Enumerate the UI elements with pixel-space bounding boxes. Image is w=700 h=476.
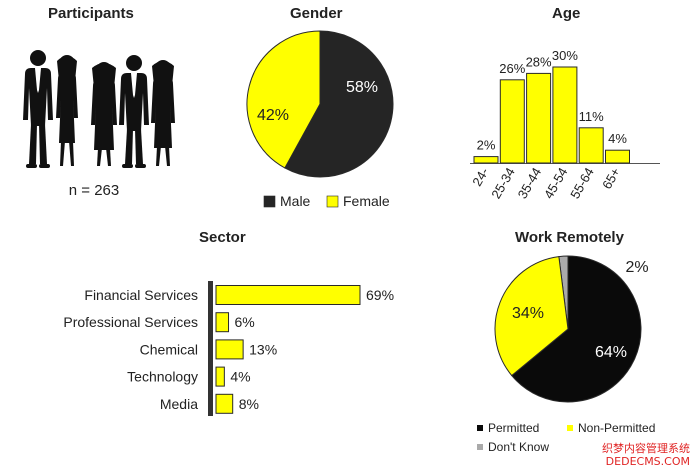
gender-legend-swatch — [326, 195, 339, 208]
gender-value-label: 42% — [257, 107, 289, 124]
remote-title: Work Remotely — [515, 229, 624, 246]
age-bar — [605, 149, 630, 164]
age-tick-label: 24- — [469, 165, 491, 189]
sector-value-label: 4% — [230, 369, 250, 385]
remote-legend-label: Permitted — [488, 421, 539, 435]
age-value-label: 11% — [579, 109, 604, 124]
sector-bar-chart: Financial Services 69% Professional Servic… — [63, 281, 394, 416]
age-value-label: 28% — [526, 54, 552, 69]
sector-category-label: Chemical — [140, 341, 198, 357]
sector-bar — [215, 393, 234, 414]
sector-title: Sector — [199, 229, 246, 246]
person-silhouette — [56, 55, 78, 166]
participants-silhouettes — [23, 50, 175, 168]
gender-value-label: 58% — [346, 79, 378, 96]
person-silhouette — [119, 55, 149, 168]
sector-bar — [215, 312, 230, 333]
age-tick-label: 65+ — [599, 165, 623, 192]
age-tick-label: 35-44 — [515, 165, 545, 201]
sector-category-label: Professional Services — [63, 314, 198, 330]
person-silhouette — [23, 50, 53, 168]
sector-y-axis — [208, 281, 213, 416]
sector-value-label: 69% — [366, 287, 394, 303]
participants-title: Participants — [48, 5, 134, 22]
participants-count: n = 263 — [69, 182, 119, 199]
sector-bar — [215, 339, 244, 360]
gender-legend-label: Female — [343, 193, 390, 209]
remote-legend-label: Non-Permitted — [578, 421, 655, 435]
remote-slice — [511, 255, 642, 403]
sector-bar — [215, 366, 225, 387]
age-bar-chart: 2% 24- 26% 25-34 28% 35-44 30% 45-54 11% 55-64 4% 6… — [469, 48, 660, 201]
sector-category-label: Media — [160, 396, 198, 412]
gender-legend-label: Male — [280, 193, 311, 209]
person-silhouette — [91, 62, 117, 166]
remote-legend-swatch — [477, 425, 483, 431]
gender-legend-swatch — [263, 195, 276, 208]
person-silhouette — [151, 60, 175, 166]
sector-value-label: 6% — [235, 314, 255, 330]
age-title: Age — [552, 5, 581, 22]
age-bar — [526, 72, 552, 164]
age-tick-label: 55-64 — [567, 165, 597, 201]
remote-value-label: 64% — [595, 344, 627, 361]
sector-value-label: 13% — [249, 341, 277, 357]
age-tick-label: 25-34 — [488, 165, 518, 201]
gender-slice-male — [284, 30, 394, 178]
age-bar — [578, 127, 604, 164]
remote-value-label: 2% — [625, 259, 648, 276]
remote-legend-swatch — [477, 444, 483, 450]
gender-slice-female — [246, 30, 321, 169]
remote-value-label: 34% — [512, 305, 544, 322]
sector-category-label: Technology — [127, 369, 198, 385]
gender-title: Gender — [290, 5, 343, 22]
age-tick-label: 45-54 — [541, 165, 571, 201]
watermark-line1: 织梦内容管理系统 — [602, 442, 690, 455]
age-bar — [473, 156, 499, 164]
age-bar — [499, 79, 525, 164]
sector-category-label: Financial Services — [84, 287, 198, 303]
work-remotely-pie-chart: 64% 34% 2% Permitted Non-Permitted Don't Know — [477, 255, 655, 454]
age-value-label: 30% — [552, 48, 578, 63]
remote-legend-label: Don't Know — [488, 440, 549, 454]
age-bar — [552, 66, 578, 164]
remote-slice — [494, 256, 569, 377]
age-value-label: 4% — [608, 131, 627, 146]
remote-legend-swatch — [567, 425, 573, 431]
gender-pie-chart: 58% 42% Male Female — [246, 30, 394, 209]
watermark-line2: DEDECMS.COM — [605, 455, 690, 468]
age-value-label: 2% — [477, 138, 496, 153]
sector-value-label: 8% — [239, 396, 259, 412]
sector-bar — [215, 285, 361, 305]
age-value-label: 26% — [499, 61, 525, 76]
watermark: 织梦内容管理系统 DEDECMS.COM — [602, 442, 690, 468]
